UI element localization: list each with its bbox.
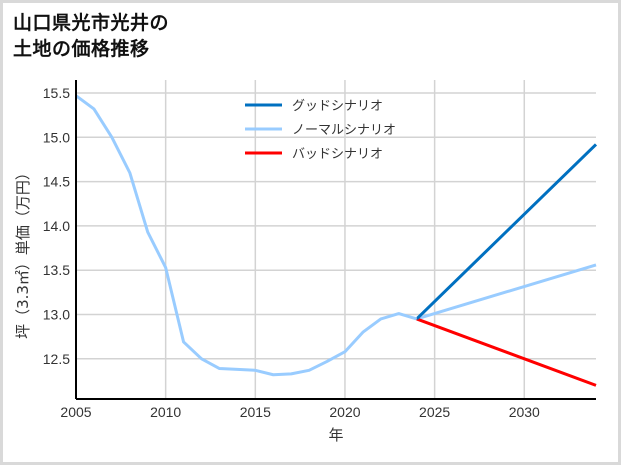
y-tick-label: 13.0 (43, 307, 70, 323)
x-tick-label: 2010 (150, 404, 181, 420)
x-tick-label: 2015 (240, 404, 271, 420)
series-line (415, 143, 598, 321)
legend-label: グッドシナリオ (292, 99, 383, 114)
y-tick-label: 13.5 (43, 262, 70, 278)
chart-title-line1: 山口県光市光井の (13, 12, 170, 34)
x-tick-label: 2020 (329, 404, 360, 420)
y-tick-label: 14.0 (43, 218, 70, 234)
x-tick-label: 2025 (419, 404, 450, 420)
chart-title-line2: 土地の価格推移 (13, 38, 150, 60)
legend-label: ノーマルシナリオ (292, 123, 396, 138)
data-lines (75, 94, 598, 387)
legend-label: バッドシナリオ (292, 147, 383, 162)
y-tick-label: 15.5 (43, 85, 70, 101)
chart-title: 山口県光市光井の 土地の価格推移 (13, 10, 169, 62)
y-tick-label: 15.0 (43, 129, 70, 145)
y-axis-ticks: 12.5 13.0 13.5 14.0 14.5 15.0 15.5 (43, 85, 70, 367)
series-line (416, 263, 597, 321)
series-line (416, 317, 597, 387)
series-line (75, 94, 418, 377)
y-axis-label: 坪（3.3㎡）単価（万円） (14, 165, 32, 339)
y-tick-label: 12.5 (43, 351, 70, 367)
x-axis-label: 年 (328, 426, 343, 444)
x-tick-label: 2005 (60, 404, 91, 420)
x-axis-ticks: 2005 2010 2015 2020 2025 2030 (60, 404, 540, 420)
gridlines (76, 80, 596, 399)
y-tick-label: 14.5 (43, 174, 70, 190)
x-tick-label: 2030 (509, 404, 540, 420)
